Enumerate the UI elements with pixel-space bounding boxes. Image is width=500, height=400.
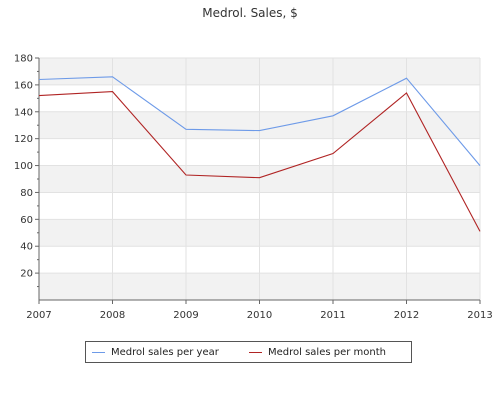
legend-label-series-1: Medrol sales per year [111,346,219,358]
chart-series [38,76,481,232]
x-tick-label: 2012 [394,310,419,321]
x-tick-label: 2010 [247,310,272,321]
legend: Medrol sales per year Medrol sales per m… [85,341,412,363]
y-tick-label: 80 [20,188,33,199]
legend-item-series-2[interactable]: Medrol sales per month [249,345,386,359]
chart-title: Medrol. Sales, $ [202,6,298,20]
legend-swatch-series-1 [92,351,105,353]
chart-axes: 20 40 60 80 100 120 140 160 180 2007 2008 2009 2010 2… [14,54,493,322]
x-tick-label: 2013 [467,310,492,321]
x-tick-label: 2008 [100,310,125,321]
x-tick-label: 2007 [26,310,51,321]
y-tick-label: 100 [14,161,33,172]
y-tick-label: 160 [14,80,33,91]
x-tick-label: 2011 [320,310,345,321]
series-line-2 [38,91,481,232]
legend-item-series-1[interactable]: Medrol sales per year [92,345,219,359]
y-tick-label: 40 [20,242,33,253]
y-tick-label: 140 [14,107,33,118]
legend-swatch-series-2 [249,351,262,353]
legend-label-series-2: Medrol sales per month [268,346,386,358]
y-tick-label: 120 [14,134,33,145]
y-tick-label: 60 [20,215,33,226]
x-tick-label: 2009 [173,310,198,321]
series-line-1 [38,76,481,166]
y-tick-label: 180 [14,54,33,65]
y-tick-label: 20 [20,269,33,280]
